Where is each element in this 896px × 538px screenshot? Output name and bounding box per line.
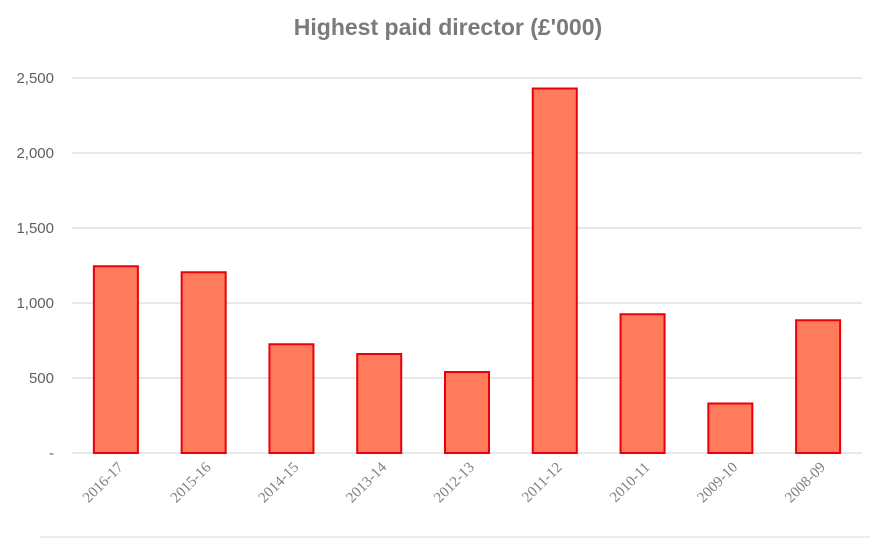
y-tick-label: 500 [29, 370, 54, 387]
x-axis-ticks: 2016-17 2015-16 2014-15 2013-14 2012-13 2011-… [80, 459, 829, 506]
bar-2010-11 [619, 313, 666, 454]
x-tick-label: 2009-10 [694, 460, 741, 507]
bar-2016-17 [92, 265, 139, 454]
bar-2011-12 [531, 87, 578, 454]
y-tick-label: 2,500 [16, 70, 54, 87]
y-axis-ticks: - 500 1,000 1,500 2,000 2,500 [16, 70, 54, 462]
x-tick-label: 2010-11 [607, 460, 653, 506]
bar-2012-13 [444, 371, 490, 454]
x-tick-label: 2012-13 [431, 460, 478, 507]
bar-2015-16 [180, 271, 227, 454]
x-tick-label: 2008-09 [782, 460, 829, 507]
x-tick-label: 2011-12 [519, 460, 565, 506]
x-tick-label: 2014-15 [256, 460, 303, 507]
y-tick-label: - [49, 445, 54, 462]
x-tick-label: 2013-14 [343, 459, 390, 506]
y-tick-label: 2,000 [16, 145, 54, 162]
y-tick-label: 1,000 [16, 295, 54, 312]
chart-title: Highest paid director (£'000) [293, 14, 603, 40]
x-tick-label: 2015-16 [168, 459, 215, 506]
bar-2008-09 [795, 319, 842, 454]
bar-2014-15 [268, 343, 315, 454]
bars [92, 87, 842, 454]
x-tick-label: 2016-17 [80, 459, 127, 506]
y-tick-label: 1,500 [16, 220, 54, 237]
bar-2009-10 [707, 402, 754, 454]
bar-2013-14 [356, 353, 403, 454]
